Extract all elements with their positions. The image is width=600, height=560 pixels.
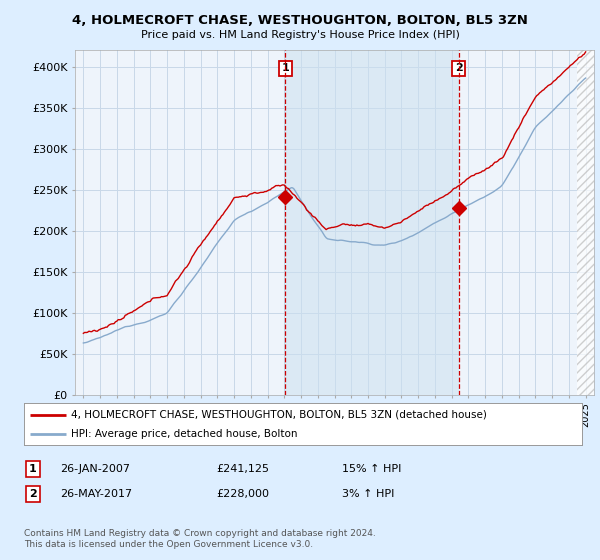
Text: 26-JAN-2007: 26-JAN-2007 bbox=[60, 464, 130, 474]
Text: 2: 2 bbox=[455, 63, 463, 73]
Text: 1: 1 bbox=[281, 63, 289, 73]
Text: Price paid vs. HM Land Registry's House Price Index (HPI): Price paid vs. HM Land Registry's House … bbox=[140, 30, 460, 40]
Text: £241,125: £241,125 bbox=[216, 464, 269, 474]
Bar bbox=[286, 50, 459, 395]
Text: 2: 2 bbox=[29, 489, 37, 499]
Text: Contains HM Land Registry data © Crown copyright and database right 2024.
This d: Contains HM Land Registry data © Crown c… bbox=[24, 529, 376, 549]
Text: £228,000: £228,000 bbox=[216, 489, 269, 499]
Text: 1: 1 bbox=[29, 464, 37, 474]
Text: 15% ↑ HPI: 15% ↑ HPI bbox=[342, 464, 401, 474]
Text: 3% ↑ HPI: 3% ↑ HPI bbox=[342, 489, 394, 499]
Text: 4, HOLMECROFT CHASE, WESTHOUGHTON, BOLTON, BL5 3ZN (detached house): 4, HOLMECROFT CHASE, WESTHOUGHTON, BOLTO… bbox=[71, 409, 487, 419]
Text: HPI: Average price, detached house, Bolton: HPI: Average price, detached house, Bolt… bbox=[71, 429, 298, 439]
Text: 26-MAY-2017: 26-MAY-2017 bbox=[60, 489, 132, 499]
Text: 4, HOLMECROFT CHASE, WESTHOUGHTON, BOLTON, BL5 3ZN: 4, HOLMECROFT CHASE, WESTHOUGHTON, BOLTO… bbox=[72, 14, 528, 27]
